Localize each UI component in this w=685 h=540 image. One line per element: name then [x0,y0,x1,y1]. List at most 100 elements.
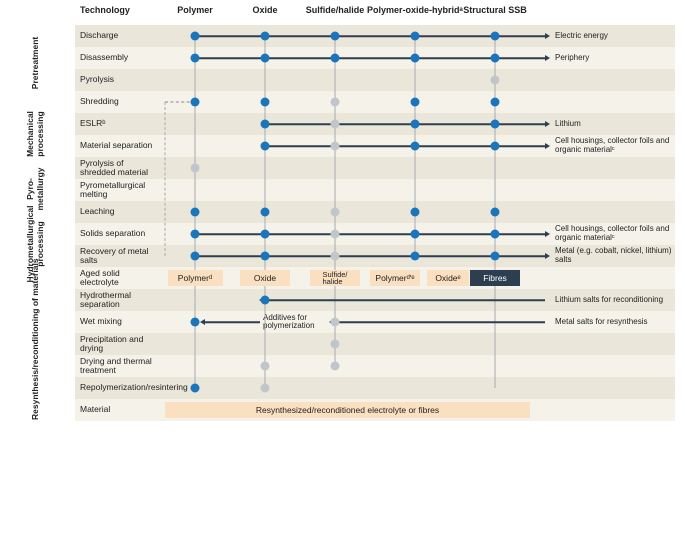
electrolyte-box: Fibres [470,270,520,286]
row-label: Recovery of metal salts [80,245,160,267]
row-bg [75,69,675,91]
vline [165,102,166,256]
right-label: Periphery [555,47,680,69]
dot [411,32,420,41]
dot [491,230,500,239]
col-header: Technology [80,5,130,15]
dot [491,32,500,41]
right-label: Metal salts for resynthesis [555,311,680,333]
row-label: Wet mixing [80,311,160,333]
dot [411,142,420,151]
dot [491,208,500,217]
right-label: Cell housings, collector foils and organ… [555,223,680,245]
dot [491,252,500,261]
electrolyte-box: Oxide [240,270,290,286]
col-header: Oxide [252,5,277,15]
hline [265,299,545,301]
hline [335,321,545,323]
dot [261,98,270,107]
row-label: Solids separation [80,223,160,245]
row-label: Disassembly [80,47,160,69]
row-label: Repolymerization/resintering [80,377,160,399]
dot [331,362,340,371]
dot [331,208,340,217]
row-label: Shredding [80,91,160,113]
dot [491,142,500,151]
dot [261,54,270,63]
hline [265,123,545,125]
dot [261,230,270,239]
dot [491,120,500,129]
dot [411,208,420,217]
dot [261,384,270,393]
dot [411,230,420,239]
hline [265,145,545,147]
row-label: Hydrothermal separation [80,289,160,311]
dot [491,76,500,85]
dot [411,54,420,63]
dot [331,318,340,327]
dot [191,32,200,41]
arrow-right-icon [545,253,550,259]
dot [261,32,270,41]
dot [191,54,200,63]
row-label: ESLRᵇ [80,113,160,135]
electrolyte-box: Oxideᵉ [427,270,469,286]
row-label: Leaching [80,201,160,223]
inline-line [205,321,260,323]
dot [411,252,420,261]
row-label: Pyrolysis of shredded material [80,157,160,179]
dot [191,384,200,393]
dot [261,296,270,305]
dot [331,230,340,239]
dot [331,340,340,349]
dot [331,54,340,63]
arrow-right-icon [545,55,550,61]
dot [191,252,200,261]
row-label: Discharge [80,25,160,47]
dot [411,98,420,107]
dot [261,120,270,129]
row-label: Material separation [80,135,160,157]
vline [335,36,336,366]
inline-label: Additives for polymerization [263,314,323,331]
recycling-process-chart: TechnologyPolymerOxideSulfide/halidePoly… [0,0,685,540]
arrow-right-icon [545,121,550,127]
col-header: Polymer-oxide-hybridᵃ [367,5,463,15]
row-label: Drying and thermal treatment [80,355,160,377]
dot [411,120,420,129]
dot [491,54,500,63]
row-bg [75,333,675,355]
dot [191,208,200,217]
row-label: Pyrometallurgical melting [80,179,160,201]
col-header: Sulfide/halide [306,5,365,15]
arrow-right-icon [545,33,550,39]
right-label: Cell housings, collector foils and organ… [555,135,680,157]
right-label: Lithium salts for reconditioning [555,289,680,311]
right-label: Lithium [555,113,680,135]
arrow-left-icon [200,319,205,325]
electrolyte-box: Polymerᵈ [168,270,223,286]
dot [261,142,270,151]
row-label: Pyrolysis [80,69,160,91]
dot [261,362,270,371]
dot [331,120,340,129]
material-box: Resynthesized/reconditioned electrolyte … [165,402,530,418]
dot [191,98,200,107]
electrolyte-box: Polymerᵈ'ᵉ [370,270,420,286]
dot [331,252,340,261]
row-label: Aged solid electrolyte [80,267,160,289]
col-header: Polymer [177,5,213,15]
right-label: Electric energy [555,25,680,47]
dot [261,252,270,261]
right-label: Metal (e.g. cobalt, nickel, lithium) sal… [555,245,680,267]
arrow-right-icon [545,143,550,149]
dot [331,32,340,41]
col-header: Structural SSB [463,5,527,15]
row-label: Material [80,399,160,421]
section-label: Resynthesis/reconditioning of materials [30,300,40,420]
arrow-right-icon [545,231,550,237]
dot [191,230,200,239]
dot [261,208,270,217]
dot [331,142,340,151]
